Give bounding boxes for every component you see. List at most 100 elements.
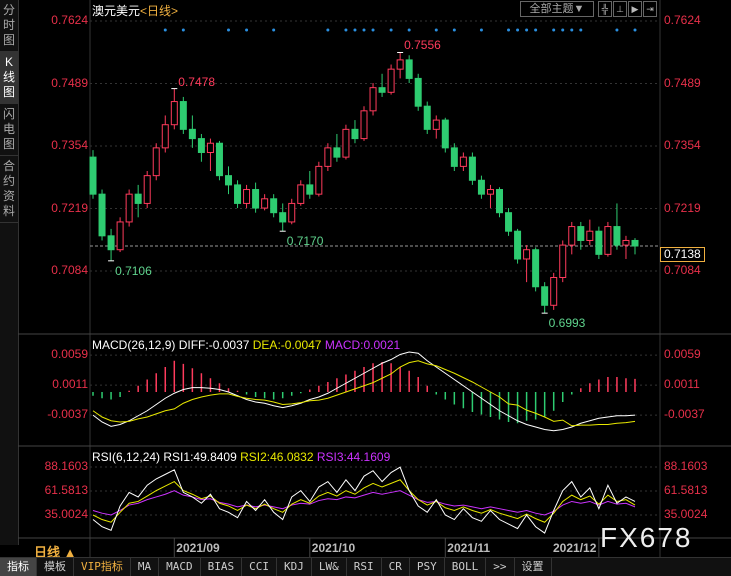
candle-up (161, 124, 169, 149)
candle-down (613, 226, 621, 246)
more-button[interactable]: >> (486, 558, 515, 576)
candle-down (306, 184, 314, 195)
signal-dot (615, 28, 619, 32)
candle-down (270, 198, 278, 214)
diff-value: DIFF:-0.0037 (178, 338, 250, 352)
indicator-psy[interactable]: PSY (410, 558, 445, 576)
candle-down (441, 119, 449, 149)
candle-up (432, 119, 440, 130)
end-button[interactable]: ⇥ (643, 1, 657, 17)
indicator-cr[interactable]: CR (382, 558, 410, 576)
price-tick-right: 0.7489 (664, 75, 701, 90)
candle-down (505, 212, 513, 232)
signal-dot (344, 28, 348, 32)
macd-tick-left: -0.0037 (47, 407, 88, 422)
candle-up (586, 230, 594, 241)
tab-kline[interactable]: K线图 (0, 52, 18, 104)
candle-down (107, 235, 115, 251)
rsi-legend: RSI(6,12,24) RSI1:49.8409 RSI2:46.0832 R… (92, 450, 390, 464)
candle-up (550, 277, 558, 306)
date-label: 2021/11 (447, 541, 491, 555)
indicator-boll[interactable]: BOLL (445, 558, 487, 576)
indicator-rsi[interactable]: RSI (347, 558, 382, 576)
candle-up (125, 193, 133, 223)
candle-up (459, 156, 467, 167)
price-tick-right: 0.7219 (664, 200, 701, 215)
signal-dot (452, 28, 456, 32)
dea-value: DEA:-0.0047 (252, 338, 322, 352)
indicator-macd[interactable]: MACD (159, 558, 201, 576)
tab-contract-info[interactable]: 合约资料 (0, 156, 18, 223)
theme-dropdown[interactable]: 全部主题▼ (520, 1, 594, 17)
dea-line (92, 360, 636, 427)
indicator-cci[interactable]: CCI (242, 558, 277, 576)
rsi3-line (92, 490, 636, 516)
candle-up (396, 59, 404, 70)
signal-dot (579, 28, 583, 32)
indicator-lw[interactable]: LW& (312, 558, 347, 576)
indicator-bias[interactable]: BIAS (201, 558, 243, 576)
symbol-name: 澳元美元 (92, 4, 141, 18)
macd-tick-left: 0.0011 (52, 377, 88, 392)
rsi1-line (92, 466, 636, 534)
range-button[interactable]: ⊥ (613, 1, 627, 17)
candle-up (360, 110, 368, 140)
price-tick-right: 0.7624 (664, 13, 701, 27)
candle-down (532, 249, 540, 288)
candle-up (523, 249, 531, 260)
play-button[interactable]: ▶ (628, 1, 642, 17)
candle-down (333, 147, 341, 158)
candle-up (604, 226, 612, 255)
candle-down (378, 87, 386, 93)
candle-down (496, 189, 503, 214)
candle-down (188, 128, 196, 140)
candle-up (170, 101, 178, 126)
tab-templates[interactable]: 模板 (37, 558, 74, 576)
macd-legend: MACD(26,12,9) DIFF:-0.0037 DEA:-0.0047 M… (92, 338, 400, 352)
annotation-label: 0.7556 (404, 38, 441, 53)
tab-vip-indicators[interactable]: VIP指标 (74, 558, 131, 576)
candle-down (134, 193, 142, 204)
candle-up (342, 128, 350, 158)
signal-dot (353, 28, 357, 32)
signal-dot (227, 28, 230, 32)
rsi-tick-left: 35.0024 (44, 507, 88, 521)
tab-timeshare[interactable]: 分时图 (0, 0, 18, 52)
candle-up (243, 189, 251, 204)
indicator-kdj[interactable]: KDJ (277, 558, 312, 576)
price-tick-left: 0.7489 (51, 75, 88, 90)
settings-button[interactable]: 设置 (515, 558, 552, 576)
signal-dot (163, 28, 167, 32)
chart-title: 澳元美元<日线> (92, 2, 178, 19)
tab-flash[interactable]: 闪电图 (0, 104, 18, 156)
crosshair-button[interactable]: ╬ (598, 1, 612, 17)
annotation-label: 0.7478 (178, 74, 215, 89)
diff-line (92, 351, 636, 432)
candle-down (215, 142, 223, 177)
rsi2-value: RSI2:46.0832 (240, 450, 314, 464)
rsi-params: RSI(6,12,24) (92, 450, 161, 464)
watermark-logo: FX678 (600, 522, 693, 553)
period-selector[interactable]: 日线 ▲ (34, 545, 77, 560)
candle-up (206, 142, 214, 153)
macd-tick-right: 0.0059 (664, 347, 701, 362)
candle-down (197, 138, 205, 153)
price-tick-right: 0.7354 (664, 138, 701, 152)
chart-canvas[interactable] (0, 0, 731, 557)
rsi2-line (92, 479, 636, 523)
indicator-toolbar: 指标 模板 VIP指标 MA MACD BIAS CCI KDJ LW& RSI… (0, 557, 731, 576)
signal-dot (434, 28, 438, 32)
candle-down (595, 230, 603, 255)
tab-indicators[interactable]: 指标 (0, 558, 37, 576)
signal-dot (245, 28, 249, 32)
indicator-ma[interactable]: MA (131, 558, 160, 576)
candle-up (387, 68, 395, 93)
candle-down (577, 226, 585, 241)
signal-dot (362, 28, 366, 32)
signal-dot (181, 28, 185, 32)
candle-down (450, 147, 458, 167)
macd-tick-right: 0.0011 (664, 377, 700, 392)
annotation-label: 0.6993 (548, 316, 586, 331)
rsi-tick-left: 88.1603 (44, 458, 88, 473)
rsi-tick-right: 61.5813 (664, 483, 708, 497)
